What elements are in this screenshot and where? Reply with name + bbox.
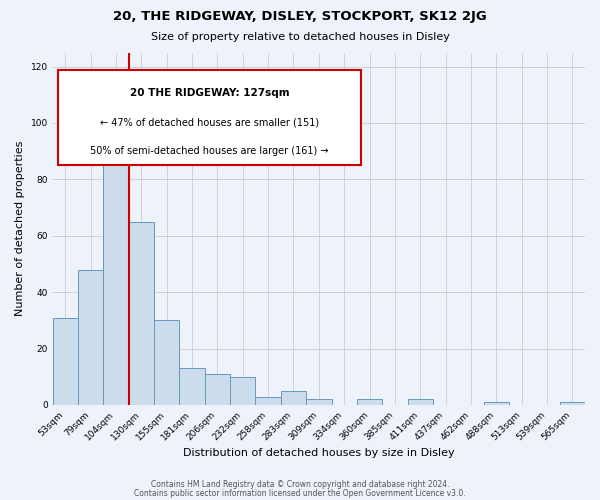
- Bar: [179, 368, 205, 405]
- Bar: [357, 400, 382, 405]
- X-axis label: Distribution of detached houses by size in Disley: Distribution of detached houses by size …: [183, 448, 455, 458]
- Text: 20 THE RIDGEWAY: 127sqm: 20 THE RIDGEWAY: 127sqm: [130, 88, 290, 98]
- Bar: [484, 402, 509, 405]
- Bar: [78, 270, 103, 405]
- Bar: [560, 402, 585, 405]
- FancyBboxPatch shape: [58, 70, 361, 166]
- Bar: [407, 400, 433, 405]
- Bar: [230, 377, 256, 405]
- Text: Size of property relative to detached houses in Disley: Size of property relative to detached ho…: [151, 32, 449, 42]
- Text: 20, THE RIDGEWAY, DISLEY, STOCKPORT, SK12 2JG: 20, THE RIDGEWAY, DISLEY, STOCKPORT, SK1…: [113, 10, 487, 23]
- Text: 50% of semi-detached houses are larger (161) →: 50% of semi-detached houses are larger (…: [91, 146, 329, 156]
- Bar: [306, 400, 332, 405]
- Bar: [256, 396, 281, 405]
- Bar: [53, 318, 78, 405]
- Bar: [154, 320, 179, 405]
- Bar: [205, 374, 230, 405]
- Bar: [129, 222, 154, 405]
- Text: ← 47% of detached houses are smaller (151): ← 47% of detached houses are smaller (15…: [100, 118, 319, 128]
- Y-axis label: Number of detached properties: Number of detached properties: [15, 141, 25, 316]
- Bar: [103, 123, 129, 405]
- Bar: [281, 391, 306, 405]
- Text: Contains public sector information licensed under the Open Government Licence v3: Contains public sector information licen…: [134, 488, 466, 498]
- Text: Contains HM Land Registry data © Crown copyright and database right 2024.: Contains HM Land Registry data © Crown c…: [151, 480, 449, 489]
